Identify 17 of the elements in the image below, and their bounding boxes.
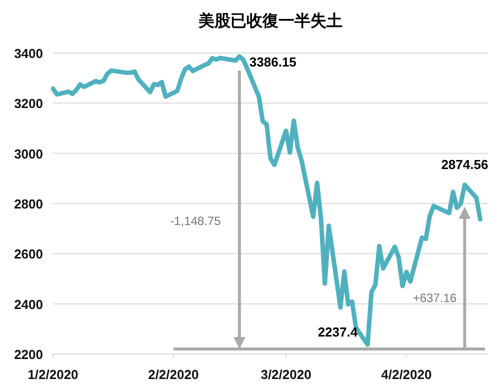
x-tick-label: 1/2/2020 bbox=[28, 367, 78, 382]
y-tick-label: 2200 bbox=[14, 347, 43, 362]
y-tick-label: 2400 bbox=[14, 296, 43, 312]
y-tick-label: 3000 bbox=[14, 146, 43, 162]
annotation: 3386.15 bbox=[249, 54, 296, 70]
annotation: -1,148.75 bbox=[170, 214, 222, 228]
y-tick-label: 3400 bbox=[14, 46, 43, 61]
annotation: 2237.4 bbox=[318, 324, 358, 340]
chart-title: 美股已收復一半失土 bbox=[198, 11, 342, 30]
y-tick-label: 3200 bbox=[14, 96, 43, 112]
annotation: 2874.56 bbox=[441, 156, 488, 172]
x-tick-label: 4/2/2020 bbox=[381, 367, 432, 382]
x-tick-label: 3/2/2020 bbox=[260, 367, 312, 382]
y-tick-label: 2600 bbox=[14, 246, 43, 262]
x-tick-label: 2/2/2020 bbox=[148, 367, 199, 382]
y-tick-label: 2800 bbox=[14, 196, 43, 212]
annotation: +637.16 bbox=[412, 290, 457, 305]
